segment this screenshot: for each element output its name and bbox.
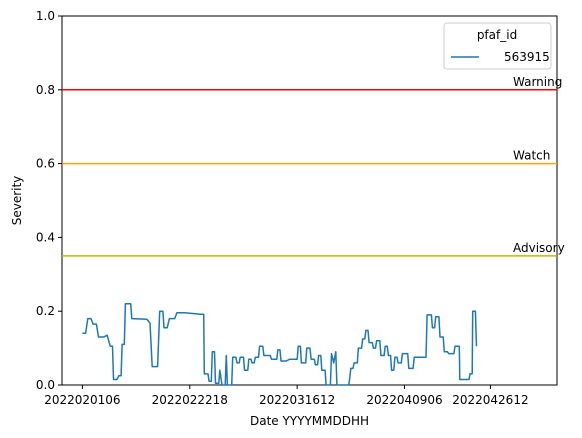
- y-tick-label: 0.8: [36, 83, 55, 97]
- threshold-label-warning: Warning: [513, 75, 562, 89]
- legend: pfaf_id 563915: [443, 22, 552, 70]
- y-axis-ticks: 0.0 0.2 0.4 0.6 0.8 1.0: [36, 9, 62, 392]
- x-tick-label: 2022042612: [452, 393, 528, 407]
- threshold-label-advisory: Advisory: [513, 241, 565, 255]
- y-tick-label: 0.6: [36, 157, 55, 171]
- plot-area: Warning Watch Advisory: [61, 15, 565, 386]
- x-tick-label: 2022020106: [44, 393, 120, 407]
- y-tick-label: 1.0: [36, 9, 55, 23]
- legend-entry-label: 563915: [504, 50, 550, 64]
- series-line-563915: [82, 303, 478, 386]
- x-tick-label: 2022022218: [152, 393, 228, 407]
- y-tick-label: 0.2: [36, 304, 55, 318]
- legend-entries: 563915: [451, 50, 550, 64]
- y-tick-label: 0.0: [36, 378, 55, 392]
- threshold-label-watch: Watch: [513, 149, 550, 163]
- x-tick-label: 2022040906: [366, 393, 442, 407]
- x-tick-label: 2022031612: [259, 393, 335, 407]
- threshold-lines: Warning Watch Advisory: [62, 75, 565, 257]
- legend-title: pfaf_id: [477, 28, 517, 42]
- series-lines: [82, 303, 478, 386]
- x-axis-ticks: 2022020106 2022022218 2022031612 2022040906…: [44, 385, 529, 407]
- plot-frame: [61, 15, 558, 386]
- x-axis-label: Date YYYYMMDDHH: [250, 414, 369, 428]
- y-tick-label: 0.4: [36, 230, 55, 244]
- y-axis-label: Severity: [10, 176, 24, 226]
